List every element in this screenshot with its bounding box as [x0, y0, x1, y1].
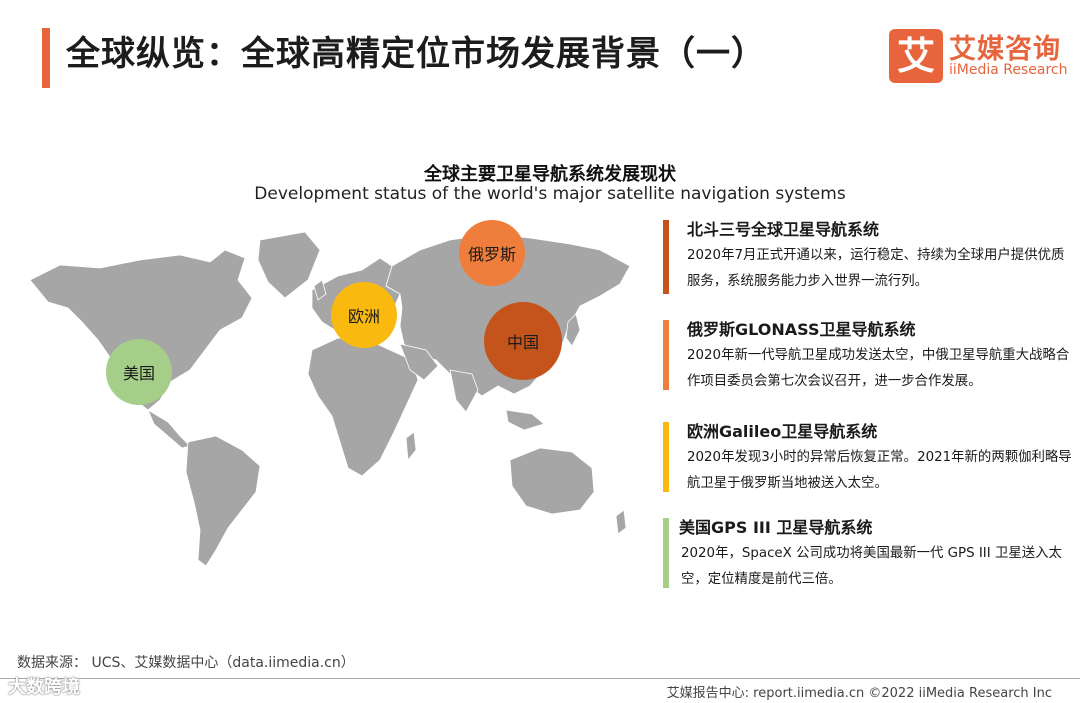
system-description: 2020年7月正式开通以来，运行稳定、持续为全球用户提供优质服务，系统服务能力步…: [687, 248, 1065, 289]
data-source: 数据来源： UCS、艾媒数据中心（data.iimedia.cn）: [17, 655, 355, 671]
system-name: 欧洲Galileo卫星导航系统: [687, 422, 878, 441]
system-description: 2020年新一代导航卫星成功发送太空，中俄卫星导航重大战略合作项目委员会第七次会…: [687, 348, 1070, 389]
system-name: 美国GPS III 卫星导航系统: [679, 518, 873, 537]
system-color-bar: [663, 518, 669, 588]
footer-divider: [0, 678, 1080, 679]
system-description: 2020年，SpaceX 公司成功将美国最新一代 GPS III 卫星送入太空，…: [681, 546, 1062, 587]
map-label-usa: 美国: [106, 339, 172, 405]
south-america-shape: [185, 435, 261, 567]
australia-shape: [509, 447, 595, 515]
system-name: 俄罗斯GLONASS卫星导航系统: [687, 320, 916, 339]
watermark: 大数跨境: [8, 677, 80, 698]
uk-shape: [313, 279, 327, 301]
greenland-shape: [257, 231, 321, 299]
iimedia-logo: 艾 艾媒咨询 iiMedia Research: [889, 29, 1068, 83]
page-title: 全球纵览：全球高精定位市场发展背景（一）: [66, 34, 766, 74]
central-america-shape: [147, 409, 191, 449]
logo-mark: 艾: [889, 29, 943, 83]
world-map: [29, 231, 631, 567]
southeast-asia-shape: [505, 409, 545, 431]
footer-credits: 艾媒报告中心: report.iimedia.cn ©2022 iiMedia …: [666, 686, 1052, 701]
map-label-russia: 俄罗斯: [459, 220, 525, 286]
japan-shape: [565, 313, 581, 347]
madagascar-shape: [405, 431, 417, 462]
map-label-europe: 欧洲: [331, 282, 397, 348]
system-description: 2020年发现3小时的异常后恢复正常。2021年新的两颗伽利略导航卫星于俄罗斯当…: [687, 450, 1072, 491]
chart-title-cn: 全球主要卫星导航系统发展现状: [424, 164, 676, 185]
system-color-bar: [663, 220, 669, 294]
system-color-bar: [663, 320, 669, 390]
chart-title-en: Development status of the world's major …: [254, 184, 846, 204]
logo-name-cn: 艾媒咨询: [949, 34, 1061, 65]
arabia-shape: [399, 343, 439, 381]
africa-shape: [307, 337, 419, 477]
system-color-bar: [663, 422, 669, 492]
logo-name-en: iiMedia Research: [949, 62, 1068, 78]
north-america-shape: [29, 249, 253, 411]
title-accent-bar: [42, 28, 50, 88]
map-label-china: 中国: [484, 302, 562, 380]
new-zealand-shape: [615, 509, 627, 535]
system-name: 北斗三号全球卫星导航系统: [687, 220, 880, 239]
india-shape: [449, 369, 479, 413]
